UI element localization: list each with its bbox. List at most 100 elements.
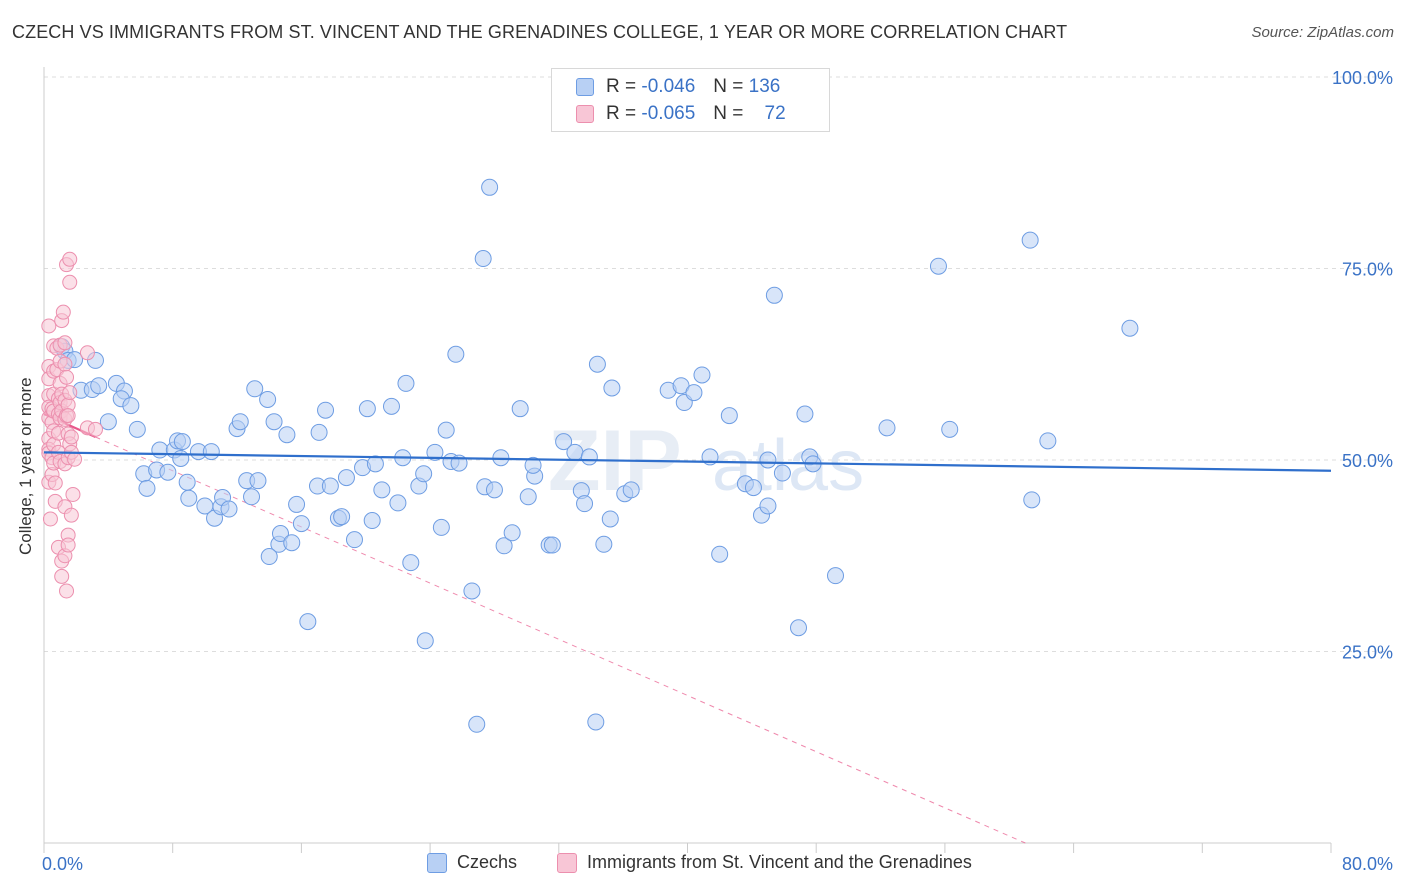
immigrants-points	[41, 251, 103, 599]
czechs-trend-line	[43, 451, 1332, 472]
czechs-point	[259, 390, 277, 408]
czechs-point	[485, 481, 503, 499]
y-axis-label: College, 1 year or more	[16, 377, 35, 555]
czechs-point	[260, 548, 278, 566]
czechs-point	[827, 567, 845, 585]
czechs-point	[481, 178, 499, 196]
czechs-point	[744, 479, 762, 497]
immigrants-point	[79, 345, 95, 361]
czechs-point	[711, 545, 729, 563]
czechs-point	[243, 488, 261, 506]
legend-czechs: Czechs	[427, 852, 517, 873]
czechs-n-value: 136	[748, 76, 781, 97]
czechs-legend-label: Czechs	[457, 852, 518, 872]
czechs-point	[397, 374, 415, 392]
y-tick-label: 25.0%	[1342, 643, 1393, 663]
czechs-point	[603, 379, 621, 397]
czechs-point	[128, 420, 146, 438]
y-tick-label: 50.0%	[1342, 451, 1393, 471]
czechs-point	[1039, 432, 1057, 450]
correlation-legend: R = -0.046 N = 136 R = -0.065 N = 72	[551, 68, 830, 132]
czechs-point	[159, 463, 177, 481]
immigrants-point	[57, 335, 73, 351]
immigrants-point	[63, 429, 79, 445]
source-label: Source: ZipAtlas.com	[1251, 24, 1394, 41]
czechs-point	[337, 469, 355, 487]
immigrants-point	[67, 451, 83, 467]
immigrants-point	[65, 486, 81, 502]
czechs-point	[474, 250, 492, 268]
legend-row-immigrants: R = -0.065 N = 72	[576, 101, 786, 127]
x-tick-label: 0.0%	[42, 854, 83, 874]
czechs-point	[249, 472, 267, 490]
czechs-point	[220, 500, 238, 518]
immigrants-n-value: 72	[764, 103, 786, 124]
immigrants-point	[47, 475, 63, 491]
immigrants-legend-label: Immigrants from St. Vincent and the Gren…	[587, 852, 972, 872]
czechs-point	[941, 420, 959, 438]
immigrants-point	[62, 274, 78, 290]
czechs-point	[283, 534, 301, 552]
czechs-point	[373, 481, 391, 499]
czechs-point	[468, 715, 486, 733]
immigrants-swatch	[576, 105, 594, 123]
czechs-point	[587, 713, 605, 731]
czechs-trend	[43, 451, 1332, 472]
czechs-point	[278, 426, 296, 444]
tick-labels: 25.0% 50.0% 75.0% 100.0% 0.0% 80.0%	[42, 68, 1393, 874]
czechs-point	[202, 443, 220, 461]
czechs-point	[759, 497, 777, 515]
czechs-point	[382, 397, 400, 415]
czechs-point	[173, 433, 191, 451]
immigrants-point	[59, 583, 75, 599]
czechs-point	[321, 477, 339, 495]
czechs-point	[363, 512, 381, 530]
czechs-point	[588, 355, 606, 373]
czechs-point	[246, 380, 264, 398]
czechs-point	[693, 366, 711, 384]
y-tick-label: 75.0%	[1342, 260, 1393, 280]
chart-title: CZECH VS IMMIGRANTS FROM ST. VINCENT AND…	[12, 22, 1068, 42]
czechs-point	[601, 510, 619, 528]
czechs-point	[790, 619, 808, 637]
czechs-point	[929, 257, 947, 275]
czechs-point	[622, 481, 640, 499]
x-tick-label: 80.0%	[1342, 854, 1393, 874]
czechs-point	[138, 479, 156, 497]
legend-immigrants: Immigrants from St. Vincent and the Gren…	[557, 852, 972, 873]
immigrants-point	[59, 369, 75, 385]
czechs-point	[317, 401, 335, 419]
czechs-point	[437, 421, 455, 439]
immigrants-point	[41, 318, 57, 334]
czechs-point	[432, 518, 450, 536]
czechs-point	[447, 345, 465, 363]
czechs-point	[1021, 231, 1039, 249]
czechs-point	[796, 405, 814, 423]
czechs-point	[265, 413, 283, 431]
immigrants-legend-swatch	[557, 852, 577, 873]
immigrants-point	[60, 408, 76, 424]
czechs-point	[580, 448, 598, 466]
grid-lines	[44, 76, 1391, 652]
czechs-point	[358, 400, 376, 418]
immigrants-point	[62, 251, 78, 267]
czechs-point	[178, 473, 196, 491]
czechs-legend-swatch	[427, 852, 447, 873]
czechs-point	[878, 419, 896, 437]
czechs-point	[759, 451, 777, 469]
czechs-point	[511, 400, 529, 418]
watermark-atlas: atlas	[712, 426, 864, 506]
czechs-point	[99, 413, 117, 431]
n-label: N =	[713, 76, 744, 97]
czechs-point	[90, 377, 108, 395]
czechs-point	[231, 413, 249, 431]
immigrants-point	[87, 421, 103, 437]
legend-row-czechs: R = -0.046 N = 136	[576, 74, 780, 100]
czechs-point	[402, 554, 420, 572]
czechs-point	[595, 535, 613, 553]
czechs-point	[299, 613, 317, 631]
n-label: N =	[713, 103, 744, 124]
czechs-point	[172, 449, 190, 467]
czechs-point	[555, 433, 573, 451]
